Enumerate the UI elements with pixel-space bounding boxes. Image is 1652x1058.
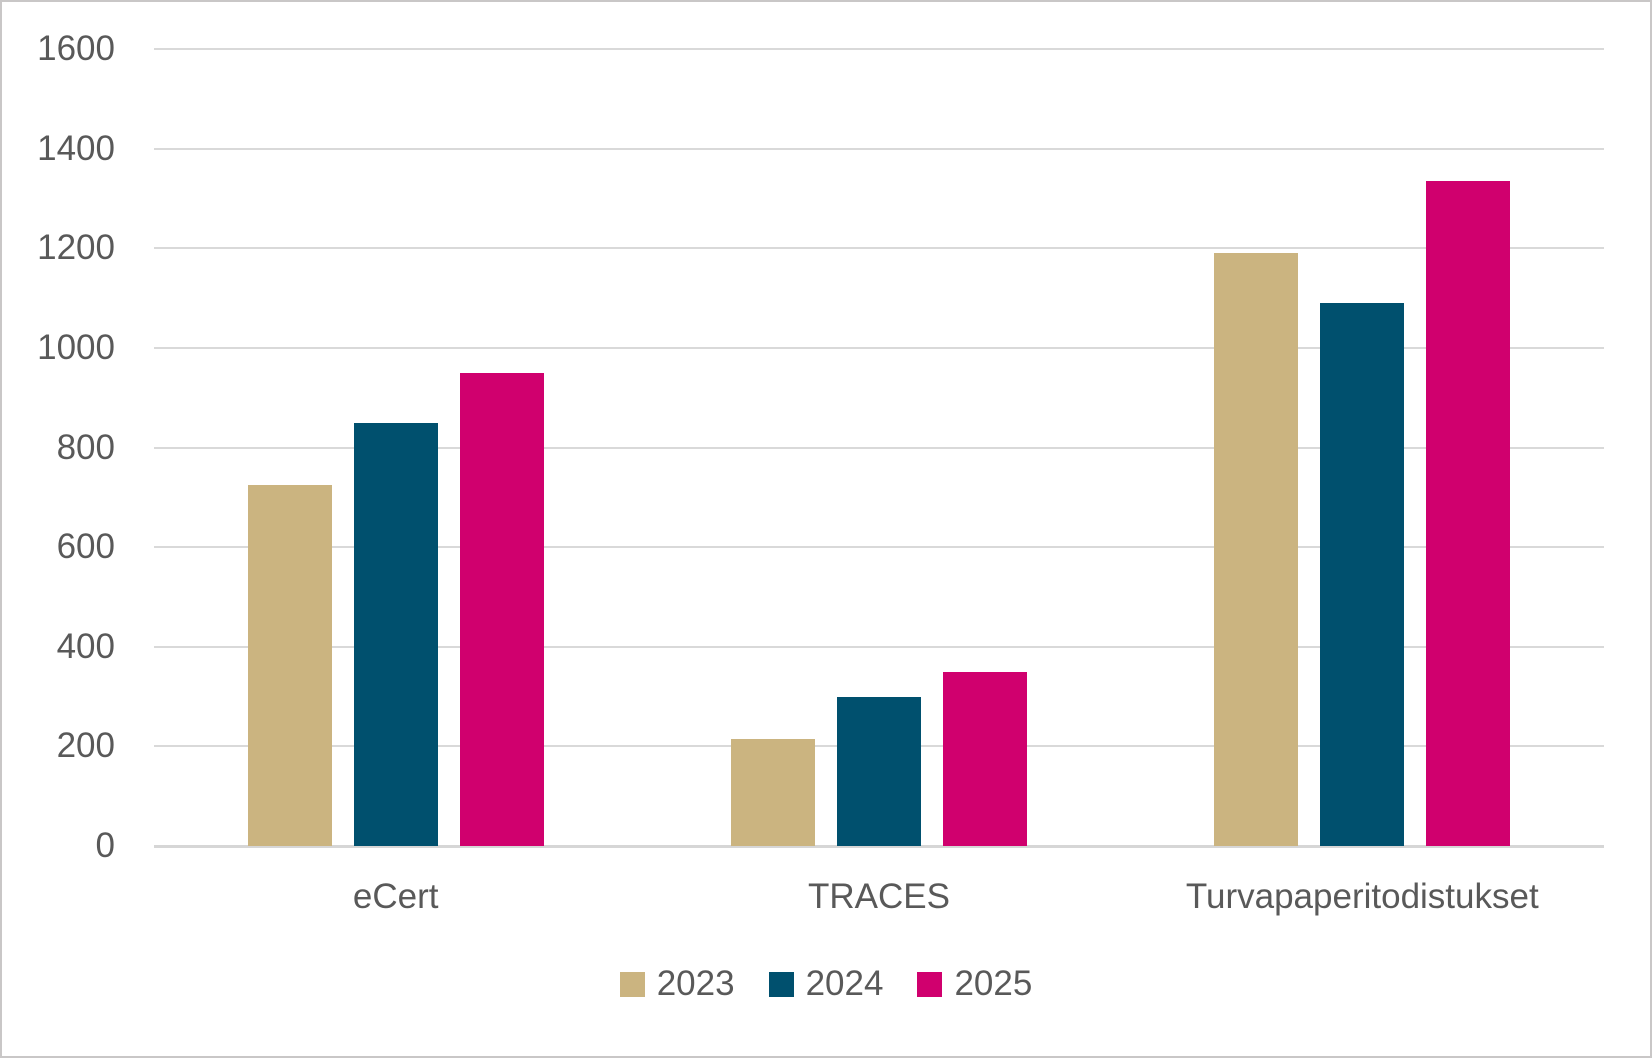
gridline (154, 546, 1604, 549)
y-tick-label: 600 (56, 527, 115, 567)
bar-2024-TRACES (837, 696, 921, 846)
y-tick-label: 800 (56, 427, 115, 467)
legend-item-2023: 2023 (619, 964, 735, 1004)
bar-2024-Turvapaperitodistukset (1320, 303, 1405, 846)
legend-swatch (768, 971, 794, 997)
gridline (154, 247, 1604, 250)
bar-2023-Turvapaperitodistukset (1214, 253, 1299, 846)
gridline (154, 346, 1604, 349)
gridline (154, 147, 1604, 150)
legend-label: 2024 (805, 964, 884, 1003)
y-tick-label: 200 (56, 726, 115, 766)
y-tick-label: 1200 (37, 228, 115, 268)
bar-2023-eCert (247, 484, 332, 846)
y-tick-label: 0 (95, 826, 115, 865)
legend-label: 2023 (656, 964, 735, 1003)
x-axis-line (154, 845, 1604, 848)
bar-2023-TRACES (731, 738, 815, 846)
legend-item-2025: 2025 (917, 964, 1032, 1004)
chart-legend: 2023 2024 2025 (2, 964, 1650, 1004)
legend-swatch (917, 971, 943, 997)
bar-2025-TRACES (943, 671, 1027, 846)
legend-swatch (619, 971, 645, 997)
y-tick-label: 1400 (37, 128, 115, 168)
y-tick-label: 1600 (37, 29, 115, 68)
category-label: Turvapaperitodistukset (1185, 877, 1539, 916)
y-tick-label: 1000 (37, 327, 115, 367)
legend-label: 2025 (954, 964, 1033, 1003)
bar-2024-eCert (353, 422, 438, 846)
gridline (154, 645, 1604, 648)
bar-2025-Turvapaperitodistukset (1426, 181, 1511, 846)
y-tick-label: 400 (56, 626, 115, 666)
bar-2025-eCert (459, 372, 544, 846)
category-label: TRACES (808, 877, 950, 916)
legend-item-2024: 2024 (768, 964, 884, 1004)
gridline (154, 446, 1604, 449)
category-label: eCert (352, 877, 439, 916)
gridline (154, 48, 1604, 50)
